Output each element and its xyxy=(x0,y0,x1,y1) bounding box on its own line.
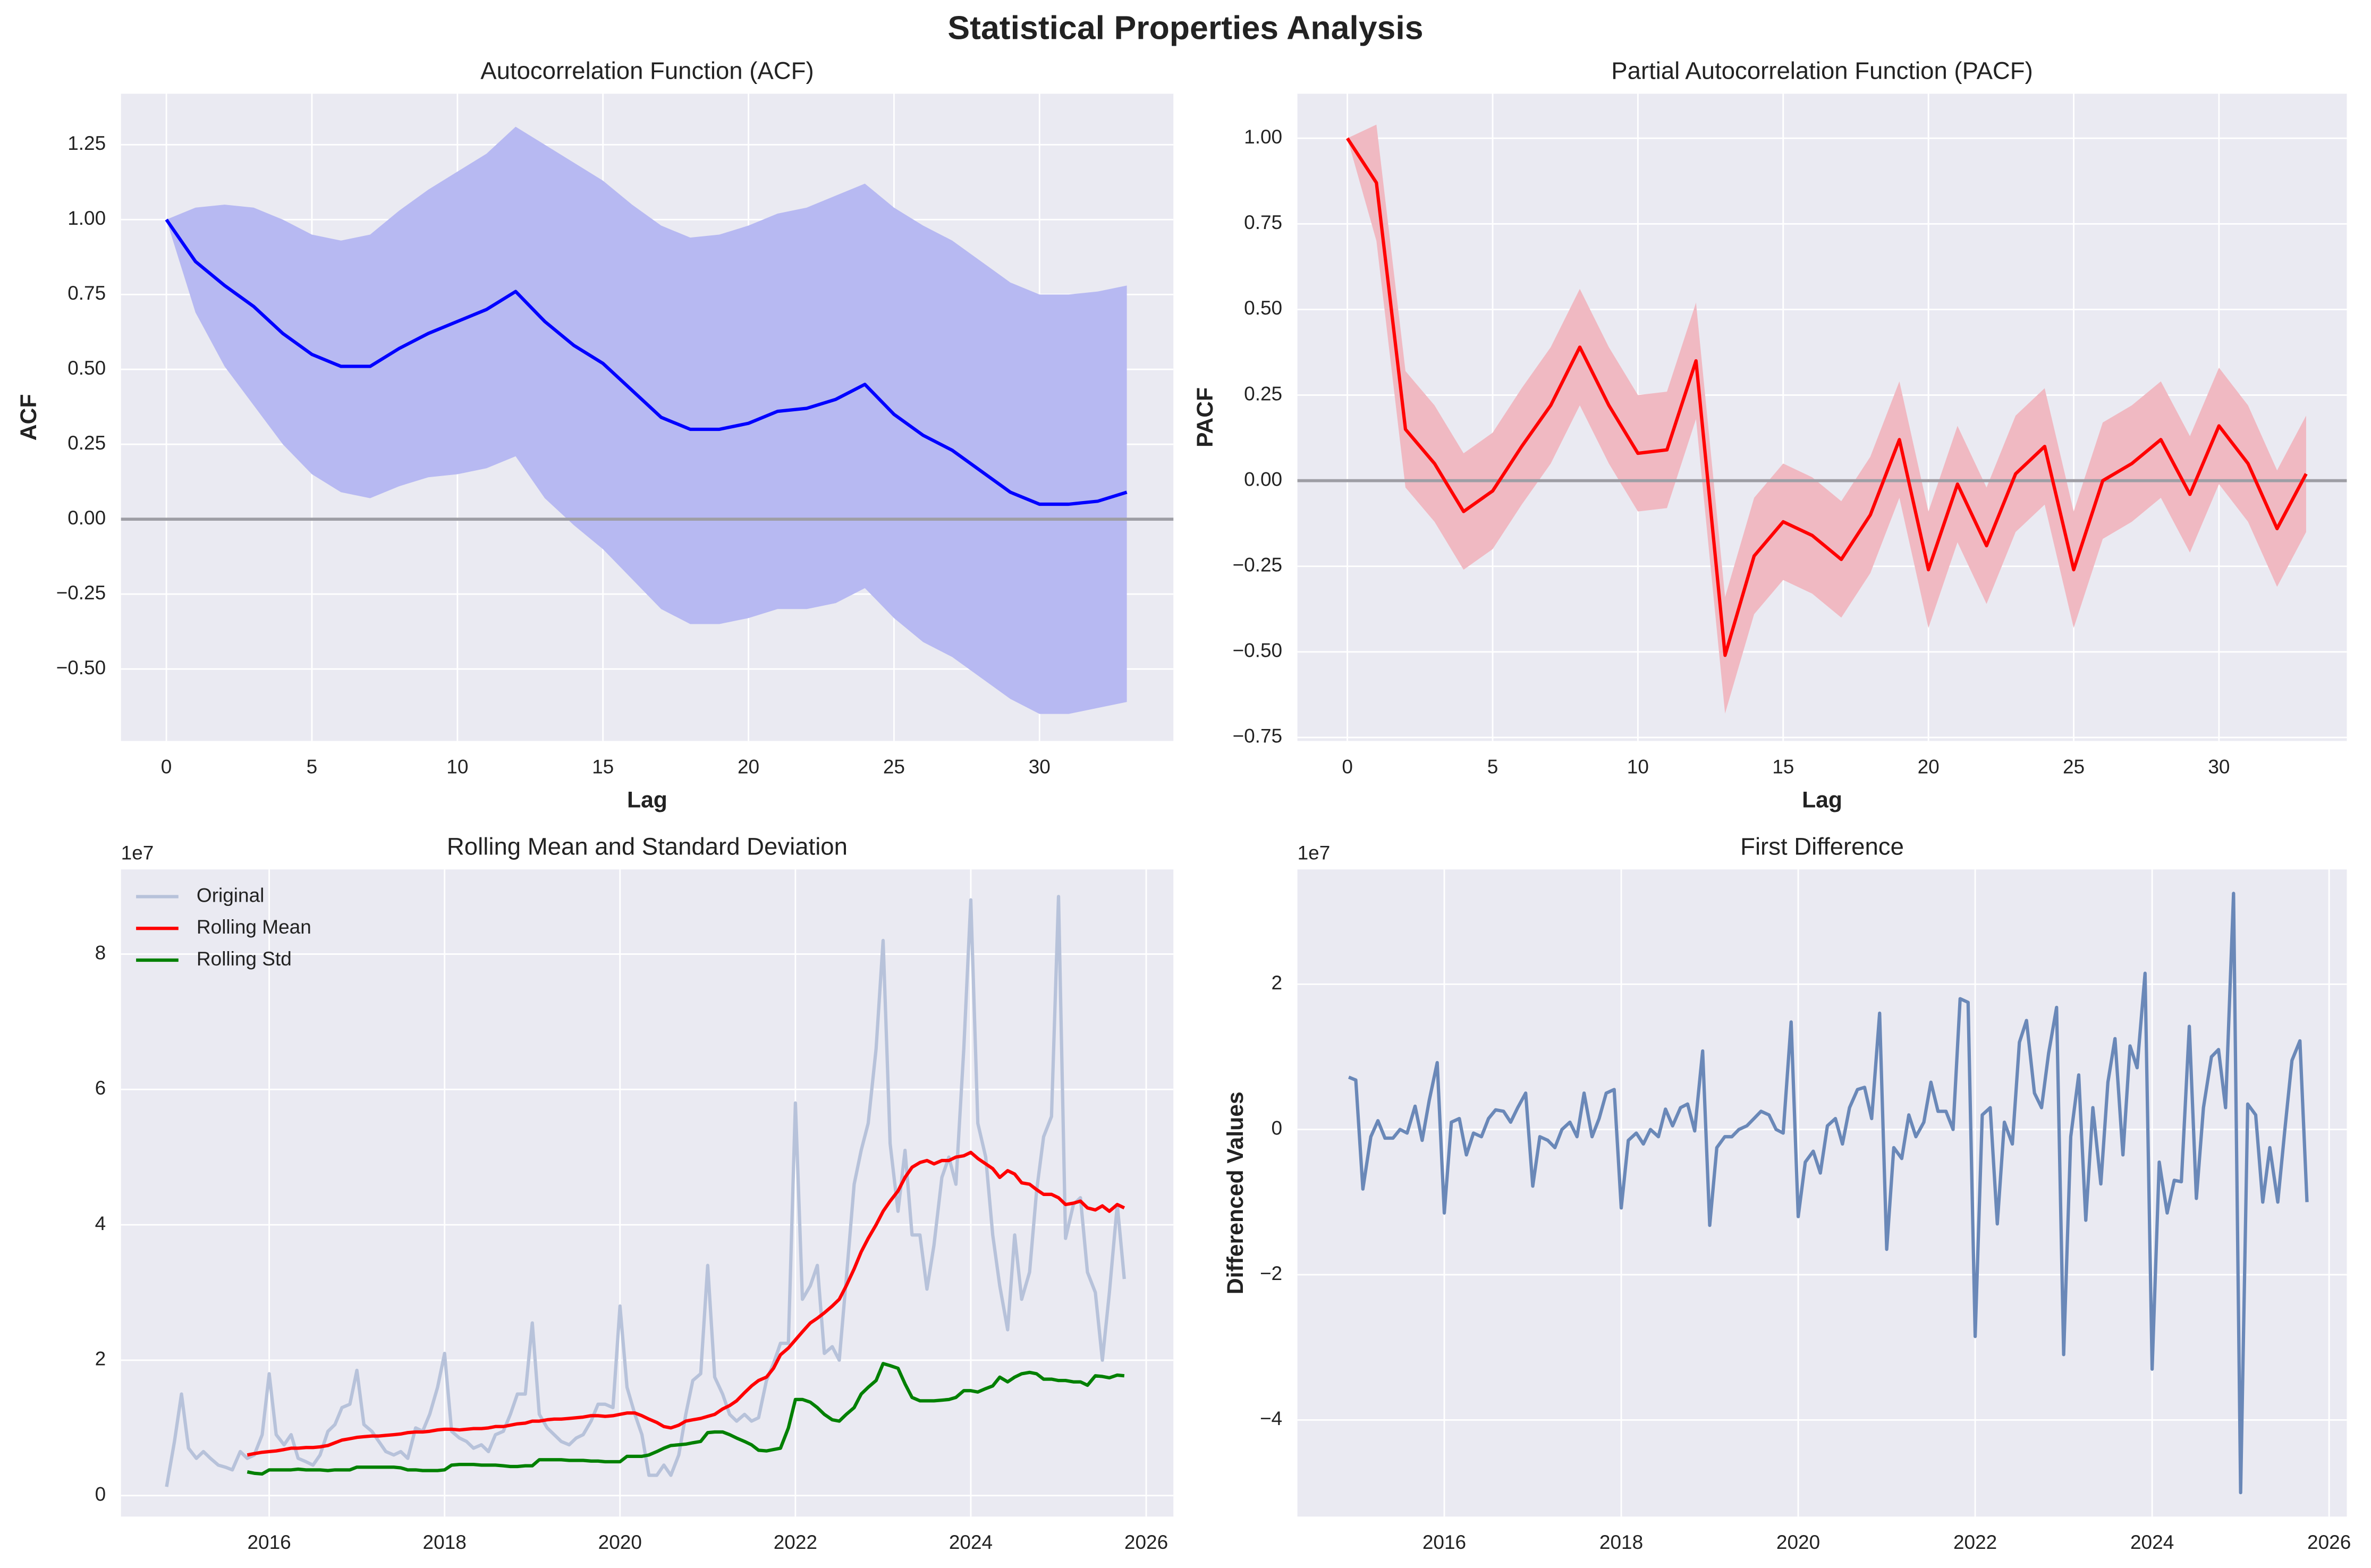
legend-label: Rolling Mean xyxy=(197,916,311,938)
y-tick-label: 0.00 xyxy=(67,507,106,529)
y-tick-label: 2 xyxy=(95,1348,106,1370)
y-tick-label: 0.25 xyxy=(67,432,106,454)
subplot-title: Partial Autocorrelation Function (PACF) xyxy=(1611,57,2033,84)
figure-title: Statistical Properties Analysis xyxy=(947,9,1423,46)
x-tick-label: 25 xyxy=(2063,756,2085,777)
legend-label: Rolling Std xyxy=(197,948,292,970)
confidence-band xyxy=(1347,124,2306,714)
x-tick-label: 2016 xyxy=(247,1531,291,1553)
x-tick-label: 10 xyxy=(1627,756,1649,777)
x-tick-label: 0 xyxy=(161,756,172,777)
x-tick-label: 2022 xyxy=(774,1531,817,1553)
x-tick-label: 2018 xyxy=(1599,1531,1643,1553)
x-tick-label: 5 xyxy=(1487,756,1498,777)
y-tick-label: 0.75 xyxy=(1244,211,1282,233)
series-line xyxy=(165,218,1128,506)
legend-label: Original xyxy=(197,884,264,906)
x-tick-label: 2018 xyxy=(423,1531,467,1553)
y-tick-label: 1.00 xyxy=(67,207,106,229)
series-line xyxy=(1348,892,2309,1495)
y-tick-label: −0.25 xyxy=(1233,554,1283,576)
x-tick-label: 2026 xyxy=(2307,1531,2351,1553)
y-tick-label: 8 xyxy=(95,942,106,963)
subplot-title: First Difference xyxy=(1740,833,1904,860)
plot-area xyxy=(1297,94,2347,741)
y-tick-label: 0.25 xyxy=(1244,383,1282,404)
x-axis-label: Lag xyxy=(627,787,667,813)
y-tick-label: 2 xyxy=(1272,972,1283,994)
x-tick-label: 5 xyxy=(307,756,318,777)
y-axis-label: PACF xyxy=(1192,387,1218,447)
y-tick-label: 6 xyxy=(95,1077,106,1099)
y-tick-label: 1.25 xyxy=(67,132,106,154)
y-axis-label: Differenced Values xyxy=(1223,1091,1248,1294)
x-tick-label: 2026 xyxy=(1124,1531,1168,1553)
y-tick-label: 0 xyxy=(1272,1117,1283,1139)
x-tick-label: 15 xyxy=(1772,756,1794,777)
x-tick-label: 15 xyxy=(592,756,614,777)
y-tick-label: 0.50 xyxy=(67,357,106,379)
series-line xyxy=(247,1362,1125,1476)
x-tick-label: 30 xyxy=(2208,756,2230,777)
x-tick-label: 20 xyxy=(738,756,759,777)
x-tick-label: 30 xyxy=(1029,756,1051,777)
plot-area xyxy=(121,869,1174,1517)
axis-offset-label: 1e7 xyxy=(1298,842,1331,864)
x-axis-label: Lag xyxy=(1802,787,1842,813)
x-tick-label: 2024 xyxy=(2130,1531,2174,1553)
x-tick-label: 2016 xyxy=(1422,1531,1466,1553)
y-tick-label: 0.50 xyxy=(1244,297,1282,319)
axis-offset-label: 1e7 xyxy=(121,842,154,864)
y-tick-label: −0.50 xyxy=(56,657,106,679)
x-tick-label: 2020 xyxy=(598,1531,642,1553)
y-tick-label: 0.75 xyxy=(67,282,106,304)
subplot-title: Rolling Mean and Standard Deviation xyxy=(447,833,848,860)
y-tick-label: −2 xyxy=(1260,1262,1282,1284)
y-tick-label: 0 xyxy=(95,1483,106,1505)
x-tick-label: 25 xyxy=(883,756,905,777)
x-tick-label: 20 xyxy=(1918,756,1940,777)
x-tick-label: 0 xyxy=(1342,756,1353,777)
y-tick-label: 4 xyxy=(95,1213,106,1234)
x-tick-label: 2020 xyxy=(1776,1531,1820,1553)
confidence-band xyxy=(166,126,1127,714)
y-tick-label: −0.50 xyxy=(1233,640,1283,662)
y-tick-label: 1.00 xyxy=(1244,126,1282,148)
y-tick-label: −4 xyxy=(1260,1408,1282,1429)
y-tick-label: −0.75 xyxy=(1233,725,1283,747)
y-tick-label: 0.00 xyxy=(1244,468,1282,490)
y-axis-label: ACF xyxy=(16,394,41,441)
x-tick-label: 10 xyxy=(446,756,468,777)
subplot-title: Autocorrelation Function (ACF) xyxy=(480,57,814,84)
series-line xyxy=(1346,137,2308,657)
series-line xyxy=(247,1150,1125,1457)
y-tick-label: −0.25 xyxy=(56,582,106,604)
x-tick-label: 2024 xyxy=(949,1531,993,1553)
x-tick-label: 2022 xyxy=(1953,1531,1997,1553)
